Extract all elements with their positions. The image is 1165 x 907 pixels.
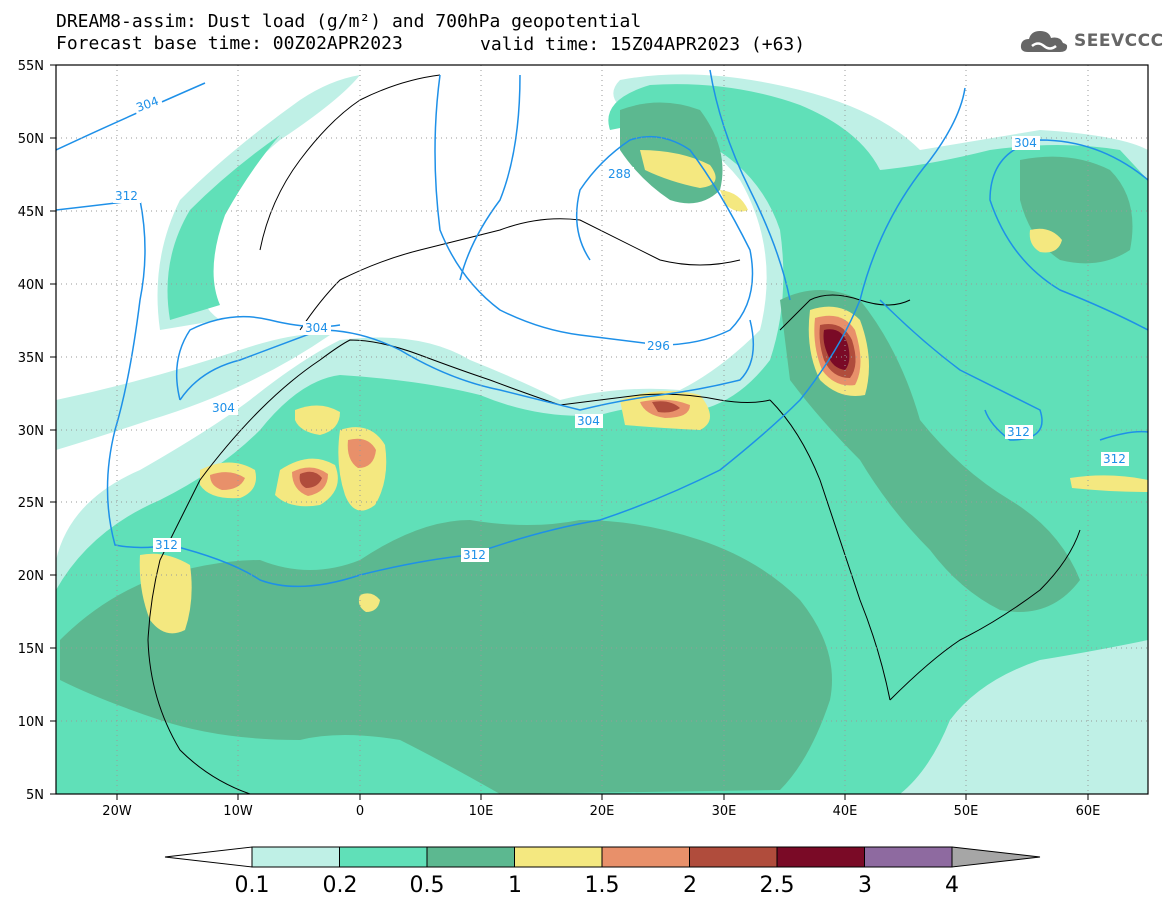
colorbar-label: 0.5 [410,873,445,898]
lat-label: 35N [18,351,44,366]
lon-label: 10W [223,804,253,819]
valid-time: valid time: 15Z04APR2023 (+63) [480,34,806,55]
svg-text:304: 304 [1014,136,1037,150]
contour-labels: 304 312 304 304 288 296 304 312 312 304 … [113,92,1129,562]
lat-lon-grid [56,65,1148,794]
colorbar-label: 1 [508,873,522,898]
dust-band-1.5 [210,472,245,490]
geopotential-contours [56,69,1148,588]
map-title: DREAM8-assim: Dust load (g/m²) and 700hP… [56,11,642,32]
contour-label: 304 [1012,136,1040,150]
svg-text:288: 288 [608,167,631,181]
lat-label: 25N [18,496,44,511]
colorbar-swatch [251,846,340,868]
dust-field [56,65,1148,794]
latitude-labels: 55N 50N 45N 40N 35N 30N 25N 20N 15N 10N … [18,59,44,803]
svg-text:312: 312 [1007,425,1030,439]
contour-label: 312 [1101,452,1129,466]
lon-label: 20W [102,804,132,819]
colorbar-swatch [601,846,690,868]
colorbar-over-arrow [951,846,1041,868]
svg-text:312: 312 [1103,452,1126,466]
dust-band-2 [299,471,322,488]
contour-label: 304 [303,321,331,335]
contour-label: 312 [113,189,141,203]
logo-text: SEEVCCC [1074,31,1164,51]
colorbar-under-arrow [164,846,253,868]
colorbar-label: 1.5 [585,873,620,898]
svg-text:312: 312 [463,548,486,562]
colorbar-label: 0.2 [323,873,358,898]
lon-label: 30E [712,804,737,819]
dust-band-2.5 [823,329,850,370]
lat-label: 20N [18,569,44,584]
contour-label: 304 [210,401,238,415]
coastlines [147,74,1081,794]
lon-label: 10E [469,804,494,819]
colorbar-label: 4 [945,873,959,898]
lat-label: 10N [18,715,44,730]
colorbar-swatch [339,846,428,868]
svg-text:304: 304 [577,414,600,428]
colorbar-label: 3 [858,873,872,898]
contour-label: 288 [606,167,634,181]
longitude-labels: 20W 10W 0 10E 20E 30E 40E 50E 60E [102,804,1100,819]
lon-label: 50E [954,804,979,819]
colorbar-label: 2.5 [760,873,795,898]
lon-label: 40E [833,804,858,819]
lat-label: 5N [26,788,44,803]
svg-text:312: 312 [115,189,138,203]
forecast-base-time: Forecast base time: 00Z02APR2023 [56,33,403,54]
axis-ticks [50,64,1089,800]
lat-label: 50N [18,132,44,147]
contour-label: 312 [461,548,489,562]
cloud-icon [1020,31,1068,52]
colorbar-label: 0.1 [235,873,270,898]
lon-label: 60E [1076,804,1101,819]
lat-label: 45N [18,205,44,220]
svg-text:304: 304 [212,401,235,415]
seevccc-logo: SEEVCCC [1018,26,1164,56]
contour-label: 312 [153,538,181,552]
colorbar-swatch [776,846,865,868]
colorbar-swatch [426,846,515,868]
svg-text:304: 304 [305,321,328,335]
colorbar: 0.1 0.2 0.5 1 1.5 2 2.5 3 4 [164,846,1041,898]
colorbar-swatch [514,846,603,868]
lon-label: 20E [590,804,615,819]
colorbar-swatch [864,846,953,868]
contour-label: 296 [645,339,673,353]
lat-label: 55N [18,59,44,74]
colorbar-label: 2 [683,873,697,898]
lat-label: 15N [18,642,44,657]
lon-label: 0 [356,804,364,819]
svg-text:296: 296 [647,339,670,353]
lat-label: 30N [18,424,44,439]
lat-label: 40N [18,278,44,293]
colorbar-swatch [689,846,778,868]
contour-label: 312 [1005,425,1033,439]
svg-text:312: 312 [155,538,178,552]
contour-label: 304 [575,414,603,428]
